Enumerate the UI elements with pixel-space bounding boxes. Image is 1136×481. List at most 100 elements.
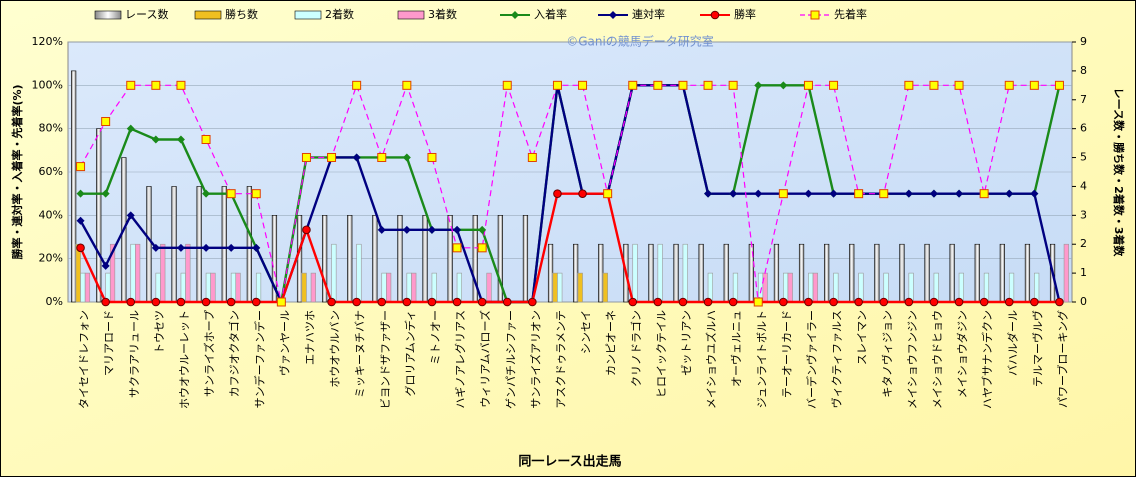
- marker: [729, 189, 738, 198]
- bar: [301, 272, 307, 303]
- legend-label: レース数: [125, 8, 168, 21]
- x-tick-label: ヒロイックテイル: [655, 310, 668, 398]
- bar: [883, 272, 889, 303]
- x-tick-label: ホウオウルバン: [329, 310, 342, 388]
- marker: [201, 135, 211, 144]
- bar: [899, 243, 905, 303]
- y2-tick-label: 3: [1080, 208, 1087, 221]
- x-tick-label: メイショウダジン: [955, 310, 969, 398]
- x-tick-label: サンデーファンデー: [252, 310, 266, 408]
- bar: [84, 272, 91, 303]
- marker: [804, 297, 813, 307]
- marker: [251, 297, 261, 307]
- bar: [135, 243, 141, 303]
- marker: [854, 297, 863, 307]
- legend-swatch: [397, 10, 425, 20]
- bar: [762, 272, 768, 303]
- x-tick-label: メイショウユズルハ: [704, 310, 718, 409]
- marker: [829, 189, 838, 198]
- bar: [598, 243, 604, 303]
- marker: [202, 243, 211, 252]
- marker: [552, 80, 562, 90]
- y2-tick-label: 2: [1080, 237, 1087, 250]
- x-tick-label: サンライズアリオン: [528, 310, 542, 409]
- bar: [71, 70, 77, 303]
- marker: [352, 153, 361, 162]
- bar: [255, 272, 262, 303]
- x-tick-label: ハヤブサナンデクン: [980, 310, 994, 409]
- bar: [999, 243, 1005, 303]
- bar: [130, 243, 136, 303]
- x-tick-label: カンピオーネ: [605, 310, 618, 376]
- marker: [76, 162, 86, 172]
- bar: [356, 243, 362, 303]
- marker: [653, 80, 663, 90]
- marker: [226, 297, 236, 307]
- marker: [754, 189, 763, 198]
- marker: [252, 243, 261, 252]
- marker: [904, 80, 914, 90]
- marker: [202, 189, 211, 198]
- bar: [146, 186, 152, 303]
- marker: [402, 153, 411, 162]
- marker: [427, 152, 437, 162]
- bar: [577, 272, 583, 303]
- marker: [101, 117, 111, 127]
- marker: [226, 189, 236, 199]
- bar: [180, 272, 186, 303]
- marker: [502, 297, 512, 307]
- x-tick-label: ジュンライトボルト: [755, 310, 768, 408]
- marker: [678, 80, 688, 90]
- marker: [854, 189, 864, 199]
- x-tick-label: カフジオクタゴン: [227, 310, 241, 397]
- bar: [160, 243, 166, 303]
- x-tick-label: クリノドラゴン: [629, 310, 643, 387]
- bar: [422, 215, 428, 303]
- x-tick-label: オーヴェルニュ: [729, 310, 743, 387]
- bar: [372, 215, 378, 303]
- x-axis-title: 同一レース出走馬: [518, 454, 621, 470]
- marker: [176, 80, 186, 90]
- bar: [933, 272, 939, 303]
- marker: [904, 189, 913, 198]
- marker: [427, 225, 436, 234]
- bar: [235, 272, 241, 303]
- bar: [833, 272, 839, 303]
- marker: [754, 81, 763, 90]
- bar: [75, 243, 81, 303]
- x-tick-label: ミトノオー: [429, 310, 442, 365]
- marker: [227, 243, 236, 252]
- marker: [251, 189, 261, 199]
- marker: [879, 297, 889, 307]
- bar: [723, 243, 729, 303]
- marker: [176, 297, 186, 307]
- legend-marker: [810, 10, 820, 20]
- x-tick-label: エナハツホ: [303, 310, 316, 365]
- bar: [783, 272, 789, 303]
- x-tick-label: テルマーヴルヴ: [1030, 310, 1044, 387]
- bar: [406, 272, 412, 303]
- marker: [352, 80, 362, 90]
- line: [79, 192, 1060, 304]
- legend-swatch: [294, 10, 322, 20]
- marker: [352, 297, 361, 307]
- marker: [101, 297, 110, 307]
- x-tick-label: ウィリアムバローズ: [478, 310, 492, 408]
- bar: [707, 272, 713, 303]
- x-tick-label: サクラアリュール: [128, 310, 141, 398]
- marker: [979, 297, 989, 307]
- y-tick-label: 20%: [39, 252, 63, 265]
- legend-marker: [710, 10, 720, 20]
- bar: [296, 215, 303, 303]
- bar: [824, 243, 830, 303]
- x-tick-label: メイショウドヒョウ: [931, 310, 944, 409]
- bar: [849, 243, 855, 303]
- marker: [703, 80, 713, 90]
- x-tick-label: ホウオウルーレット: [178, 310, 191, 409]
- bar: [456, 272, 462, 303]
- marker: [678, 297, 688, 307]
- bar: [552, 272, 558, 303]
- marker: [879, 189, 889, 199]
- x-tick-label: シンセイ: [580, 310, 593, 354]
